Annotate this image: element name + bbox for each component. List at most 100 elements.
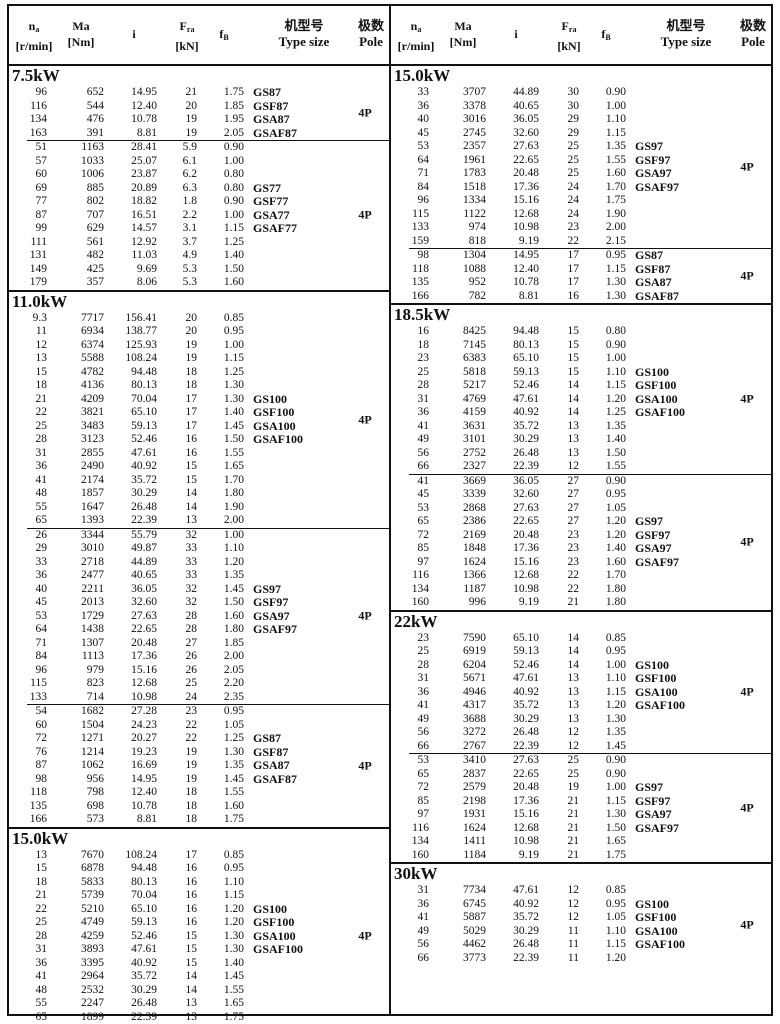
pole-value: 4P: [345, 106, 385, 121]
ma-value: 3669: [436, 475, 486, 489]
ratio-value: 59.13: [491, 645, 539, 659]
na-value: 160: [391, 849, 429, 863]
ma-value: 482: [54, 249, 104, 263]
fb-value: 1.05: [204, 719, 244, 733]
pole-value: 4P: [727, 392, 767, 407]
fra-value: 12: [551, 884, 579, 898]
fra-value: 20: [169, 312, 197, 326]
power-section-title: 11.0kW: [9, 292, 389, 312]
ma-value: 2532: [54, 984, 104, 998]
fra-value: 33: [169, 569, 197, 583]
fb-value: 1.40: [204, 249, 244, 263]
fb-value: 1.65: [586, 835, 626, 849]
ma-value: 1187: [436, 583, 486, 597]
ma-value: 652: [54, 86, 104, 100]
pole-value: 4P: [345, 929, 385, 944]
ratio-value: 17.36: [491, 795, 539, 809]
fb-value: 1.20: [204, 903, 244, 917]
fra-value: 6.2: [169, 168, 197, 182]
na-value: 60: [9, 719, 47, 733]
na-value: 133: [391, 221, 429, 235]
fra-value: 24: [551, 194, 579, 208]
na-value: 28: [9, 433, 47, 447]
ratio-value: 125.93: [109, 339, 157, 353]
ma-value: 2198: [436, 795, 486, 809]
ma-value: 818: [436, 235, 486, 249]
fra-value: 22: [551, 235, 579, 249]
type-size: GSF97: [635, 529, 670, 543]
na-value: 71: [391, 167, 429, 181]
ratio-value: 26.48: [491, 938, 539, 952]
ratio-value: 52.46: [491, 379, 539, 393]
ratio-value: 94.48: [109, 366, 157, 380]
fra-value: 21: [551, 849, 579, 863]
na-value: 25: [391, 645, 429, 659]
na-value: 53: [9, 610, 47, 624]
ratio-value: 36.05: [109, 583, 157, 597]
fb-value: 1.45: [586, 740, 626, 754]
na-value: 53: [391, 140, 429, 154]
ma-value: 979: [54, 664, 104, 678]
na-value: 111: [9, 236, 47, 250]
fra-value: 15: [169, 930, 197, 944]
fra-value: 27: [551, 502, 579, 516]
ratio-value: 22.65: [491, 768, 539, 782]
fra-value: 26: [169, 664, 197, 678]
ratio-value: 70.04: [109, 889, 157, 903]
na-value: 65: [391, 768, 429, 782]
ratio-value: 44.89: [109, 556, 157, 570]
ma-value: 2169: [436, 529, 486, 543]
ma-value: 2247: [54, 997, 104, 1011]
type-size: GSAF97: [635, 181, 679, 195]
na-value: 36: [391, 406, 429, 420]
fra-value: 12: [551, 911, 579, 925]
type-size: GS97: [635, 781, 663, 795]
ratio-value: 26.48: [491, 726, 539, 740]
ma-value: 573: [54, 813, 104, 827]
na-value: 97: [391, 556, 429, 570]
na-value: 69: [9, 182, 47, 196]
header-i: i: [501, 26, 531, 42]
fb-value: 1.55: [586, 460, 626, 474]
fra-value: 25: [551, 768, 579, 782]
ratio-value: 9.69: [109, 263, 157, 277]
na-value: 26: [9, 529, 47, 543]
ratio-value: 27.63: [491, 502, 539, 516]
fra-value: 12: [551, 740, 579, 754]
ratio-value: 30.29: [109, 984, 157, 998]
ma-value: 3010: [54, 542, 104, 556]
fb-value: 1.80: [586, 583, 626, 597]
na-value: 96: [391, 194, 429, 208]
fb-value: 2.00: [204, 650, 244, 664]
ma-value: 974: [436, 221, 486, 235]
ratio-value: 156.41: [109, 312, 157, 326]
fra-value: 25: [551, 754, 579, 768]
ratio-value: 52.46: [109, 433, 157, 447]
ma-value: 2211: [54, 583, 104, 597]
fra-value: 18: [169, 813, 197, 827]
type-size: GSF87: [253, 100, 288, 114]
ma-value: 6374: [54, 339, 104, 353]
fra-value: 20: [169, 100, 197, 114]
ratio-value: 15.16: [491, 808, 539, 822]
na-value: 64: [9, 623, 47, 637]
na-value: 36: [9, 460, 47, 474]
fra-value: 33: [169, 556, 197, 570]
